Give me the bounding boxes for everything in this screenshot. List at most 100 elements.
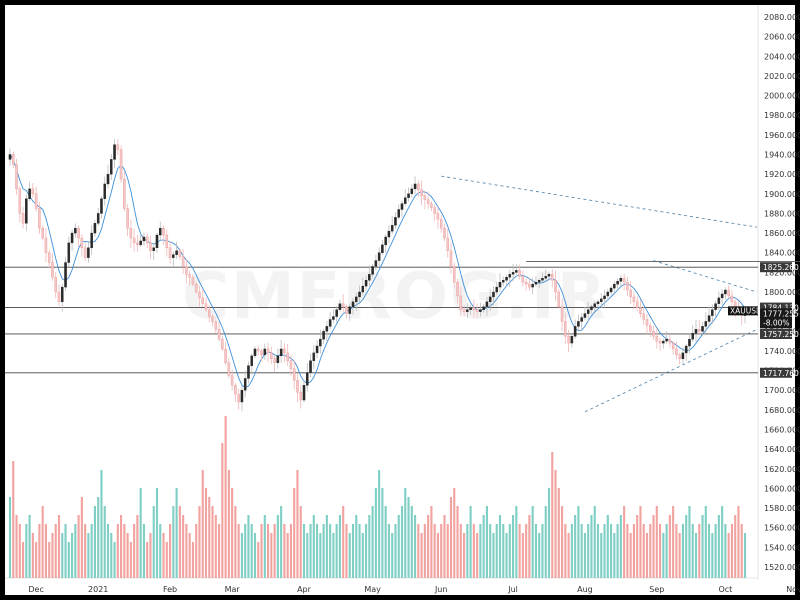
y-tick-label: 1800.000 [764, 288, 800, 297]
price-level-tag [760, 302, 792, 313]
candle-body [528, 283, 531, 288]
volume-bar [685, 515, 688, 578]
candle-body [70, 232, 74, 244]
volume-bar [381, 488, 384, 578]
y-tick-label: 1660.000 [764, 426, 800, 435]
candle-body [479, 309, 482, 312]
volume-bar [574, 515, 577, 578]
volume-bar [600, 533, 603, 578]
candle-body [123, 178, 126, 209]
x-tick-label: Feb [163, 585, 177, 594]
volume-bar [430, 506, 433, 578]
volume-bar [355, 515, 358, 578]
candle-body [377, 252, 381, 261]
volume-bar [730, 524, 733, 578]
volume-bar [332, 533, 335, 578]
volume-bar [74, 524, 77, 578]
candle-body [185, 266, 188, 275]
volume-bar [244, 524, 247, 578]
candle-body [355, 296, 358, 303]
volume-bar [149, 533, 152, 578]
volume-bar [368, 515, 371, 578]
volume-bar [345, 524, 348, 578]
candle-body [106, 173, 110, 185]
candle-body [31, 188, 35, 194]
candle-body [570, 335, 574, 344]
volume-bar [270, 533, 273, 578]
volume-bar [195, 524, 198, 578]
candle-body [629, 289, 632, 298]
candle-body [309, 360, 312, 373]
candle-body [466, 309, 469, 312]
candle-body [707, 315, 711, 322]
y-tick-label: 2040.000 [764, 52, 800, 61]
volume-bar [214, 515, 217, 578]
trendline [653, 260, 758, 293]
volume-bar [567, 533, 570, 578]
candle-body [279, 348, 283, 357]
y-tick-label: 1560.000 [764, 524, 800, 533]
price-level-label: 1825.260 [763, 263, 799, 272]
volume-bar [531, 506, 534, 578]
candle-body [684, 345, 688, 354]
volume-bar [541, 524, 544, 578]
volume-bar [57, 515, 61, 578]
candle-body [368, 274, 371, 281]
volume-bar [123, 524, 126, 578]
candle-body [671, 342, 675, 350]
volume-bar [18, 524, 21, 578]
trendline [441, 175, 758, 228]
y-tick-label: 1820.000 [764, 268, 800, 277]
candle-body [397, 209, 400, 218]
x-tick-label: Nov [786, 585, 800, 594]
candle-body [482, 306, 485, 310]
volume-bar [25, 524, 28, 578]
trendline [584, 328, 758, 413]
y-tick-label: 1940.000 [764, 151, 800, 160]
volume-bar [253, 533, 257, 578]
volume-bar [593, 506, 596, 578]
candle-body [717, 297, 721, 304]
volume-bar [554, 470, 557, 578]
candle-body [554, 280, 557, 293]
volume-bar [152, 506, 155, 578]
candle-body [413, 183, 417, 190]
candle-body [626, 281, 629, 291]
candle-body [240, 390, 244, 403]
volume-bar [659, 524, 662, 578]
y-tick-label: 2080.000 [764, 13, 800, 22]
volume-bar [629, 533, 632, 578]
volume-bar [400, 506, 404, 578]
volume-bar [155, 488, 159, 578]
candle-body [407, 193, 410, 198]
candle-body [639, 307, 642, 314]
candle-body [668, 338, 672, 344]
volume-bar [325, 515, 328, 578]
volume-bar [263, 515, 266, 578]
candle-body [51, 262, 54, 278]
candle-body [521, 276, 525, 283]
candle-body [126, 208, 129, 229]
volume-bar [358, 524, 361, 578]
volume-bar [485, 506, 488, 578]
candle-body [511, 272, 515, 275]
volume-bar [28, 515, 31, 578]
volume-bar [505, 533, 508, 578]
volume-bar [423, 524, 426, 578]
volume-bar [204, 488, 208, 578]
x-tick-label: Jun [434, 585, 448, 594]
volume-bar [652, 515, 655, 578]
volume-bar [221, 443, 224, 578]
volume-bar [678, 533, 681, 578]
candle-body [159, 227, 162, 236]
candle-body [172, 254, 175, 258]
volume-bar [459, 524, 462, 578]
candle-body [292, 368, 296, 381]
candle-body [12, 154, 15, 165]
candle-body [590, 306, 593, 310]
candle-body [606, 291, 610, 297]
volume-bar [724, 524, 727, 578]
volume-bar [508, 524, 511, 578]
candle-body [456, 281, 459, 297]
